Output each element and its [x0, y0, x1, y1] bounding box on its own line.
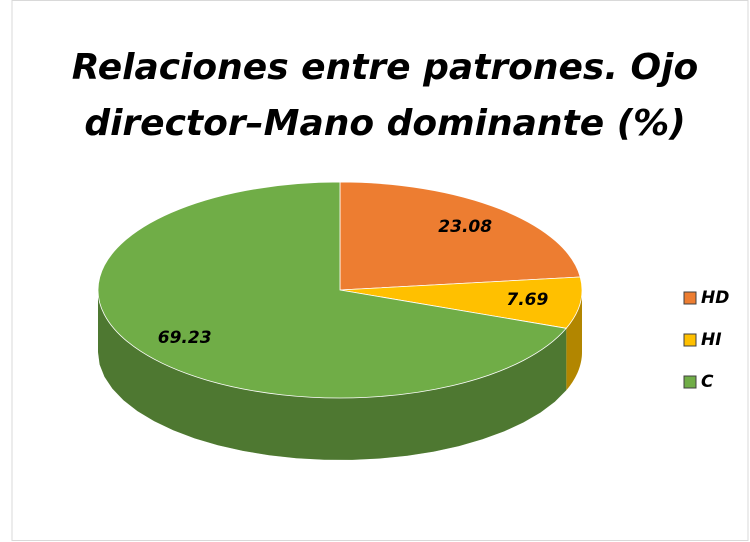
data-label: 7.69 — [506, 290, 548, 310]
legend-label: HD — [701, 288, 729, 308]
data-label: 23.08 — [438, 217, 492, 237]
legend-label: HI — [701, 330, 722, 350]
slice — [339, 181, 581, 291]
chart-title: Relaciones entre patrones. Ojo director–… — [71, 47, 699, 144]
chart-border — [11, 0, 749, 541]
slice-side — [98, 290, 567, 460]
legend-label: C — [701, 372, 714, 392]
legend-swatch — [683, 333, 697, 347]
slice-side-shade — [98, 290, 567, 460]
data-label: 69.23 — [158, 328, 212, 348]
slice — [97, 181, 568, 399]
slice-side-shade — [566, 290, 582, 391]
slice-side — [566, 290, 582, 391]
slice — [339, 276, 583, 329]
legend-swatch — [683, 291, 697, 305]
legend-swatch — [683, 375, 697, 389]
